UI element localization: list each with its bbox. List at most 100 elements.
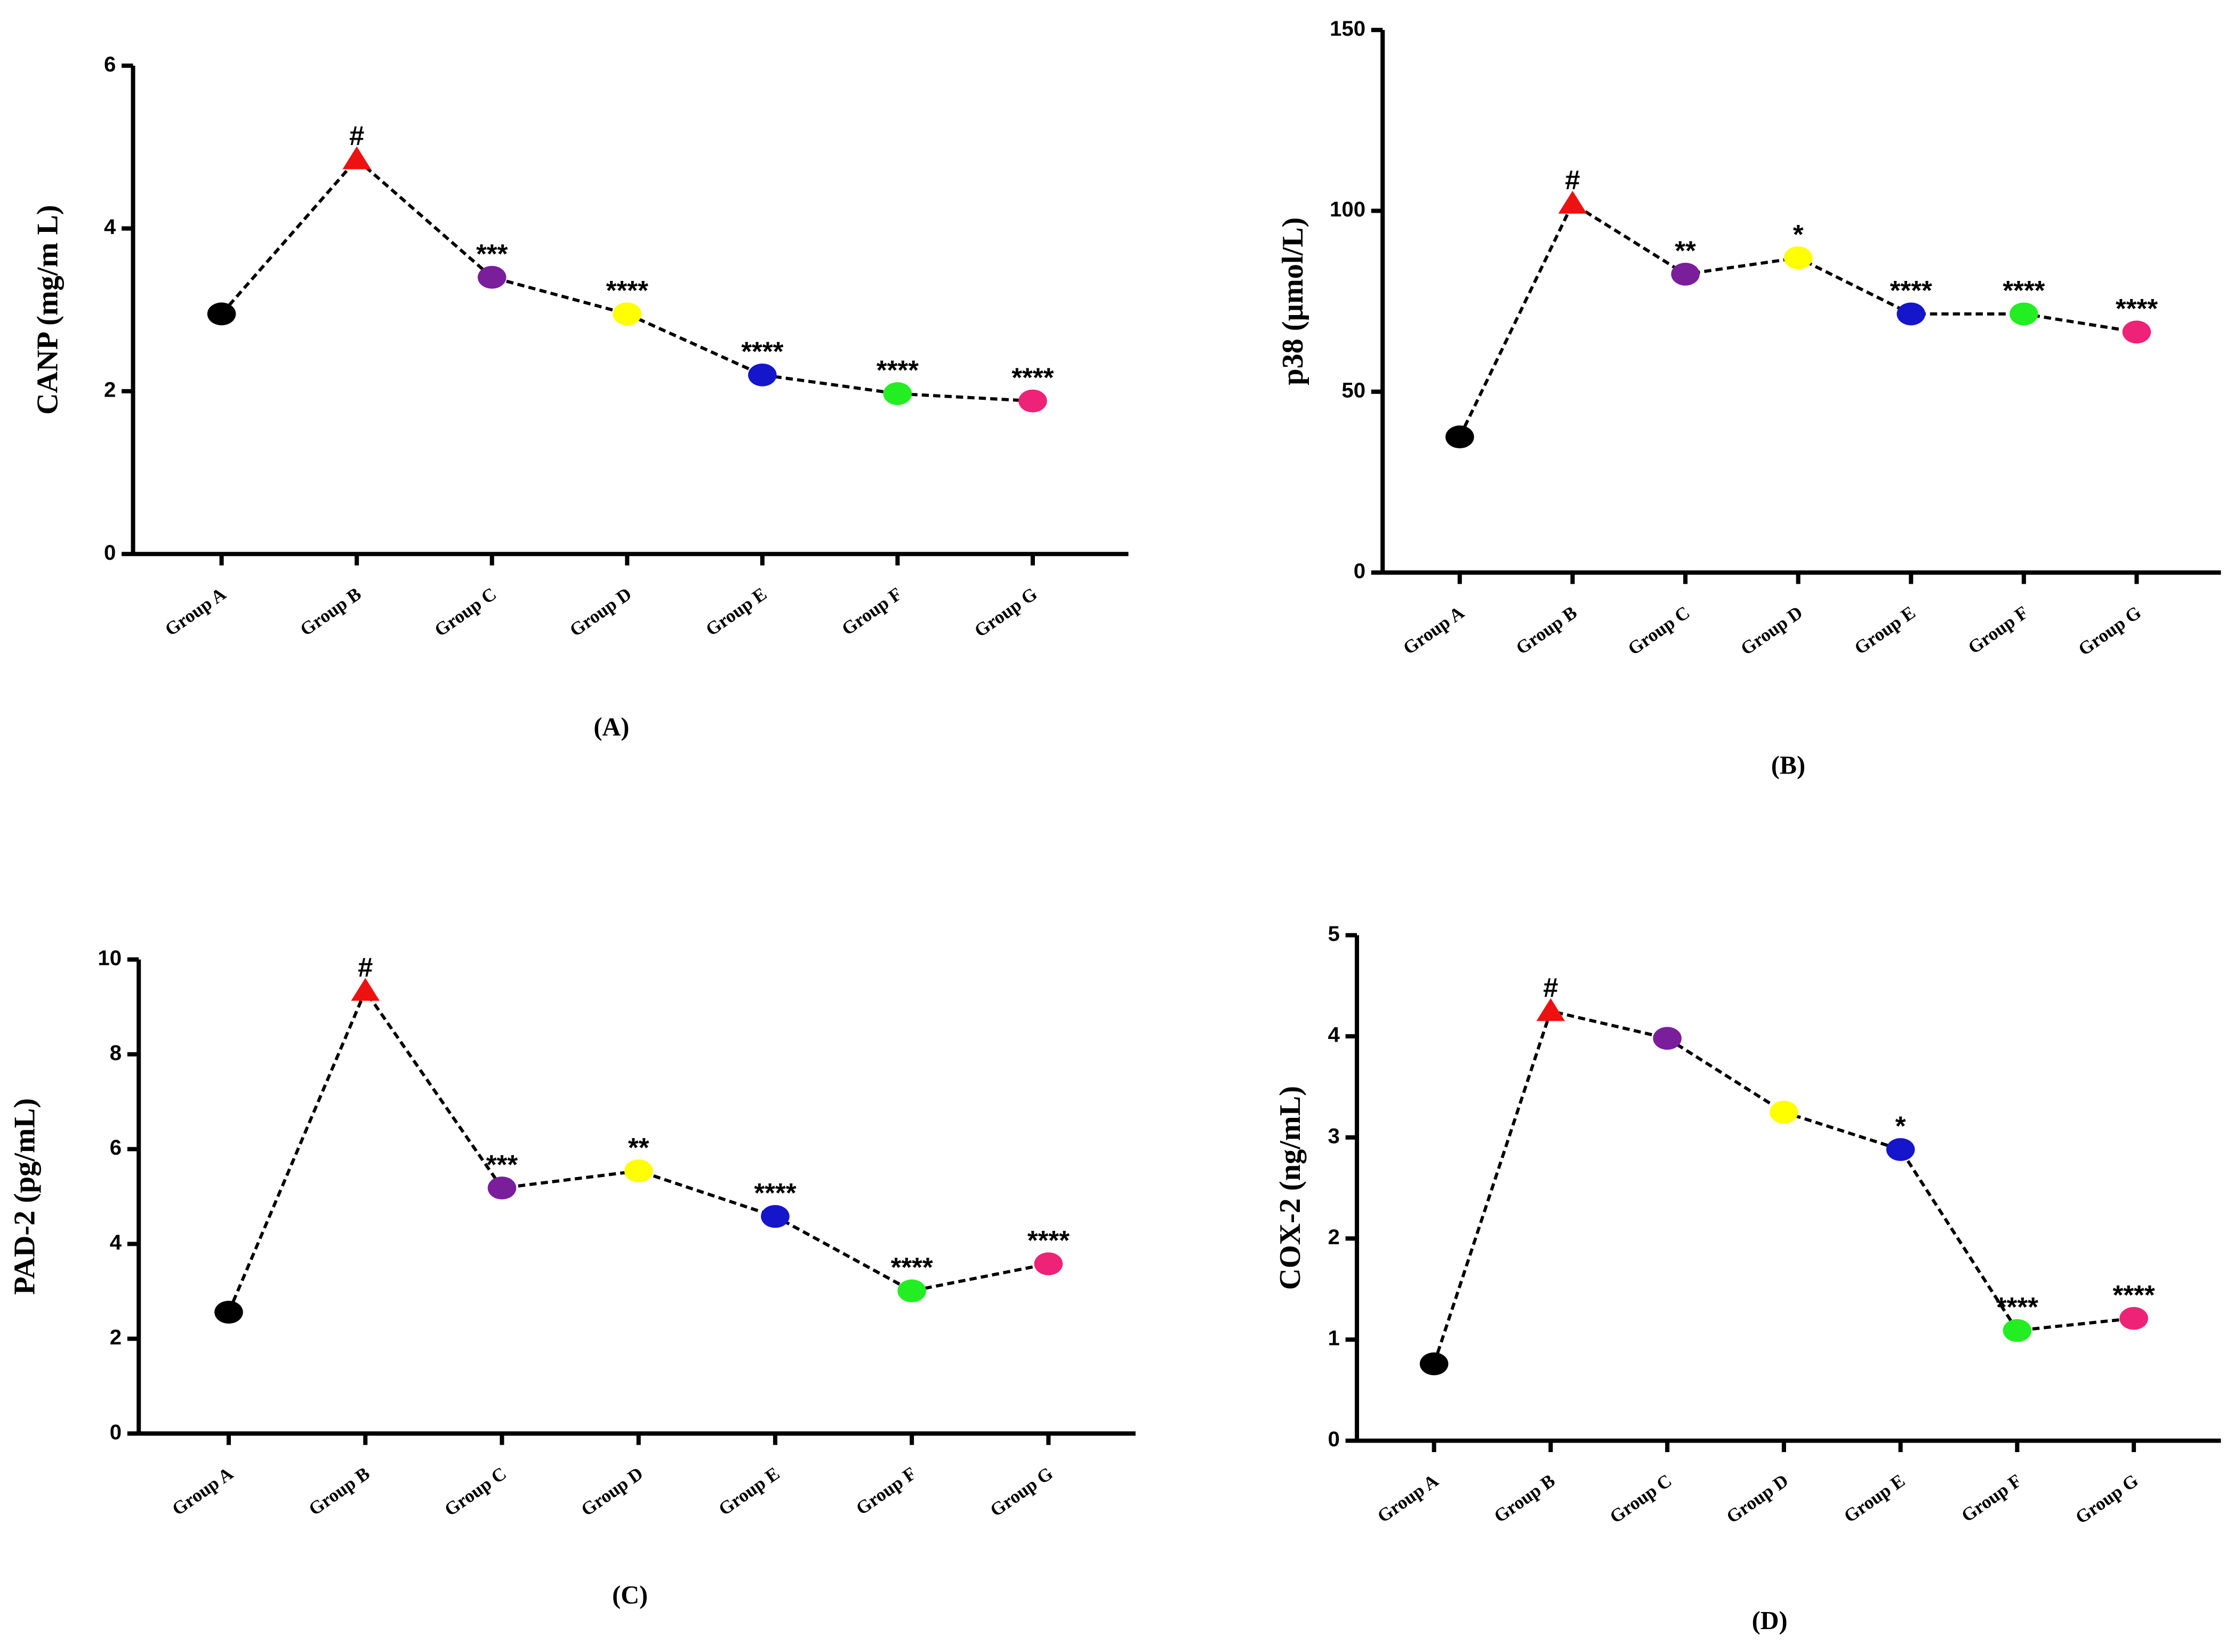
- x-tick-label: Group G: [986, 1463, 1057, 1521]
- significance-label: ****: [606, 275, 648, 305]
- significance-label: ***: [476, 238, 508, 269]
- data-point: [1536, 998, 1565, 1021]
- significance-label: #: [349, 120, 364, 151]
- x-tick-label: Group E: [702, 583, 770, 640]
- x-tick-label: Group G: [970, 583, 1041, 641]
- y-axis-label: PAD-2 (pg/mL): [9, 1098, 42, 1295]
- significance-label: ****: [1011, 362, 1054, 392]
- x-tick-label: Group B: [1490, 1470, 1559, 1527]
- significance-label: *: [1895, 1111, 1906, 1141]
- y-tick-label: 0: [110, 1420, 122, 1444]
- data-point: [1783, 246, 1813, 270]
- data-point: [1018, 389, 1047, 413]
- data-point: [897, 1279, 926, 1302]
- y-tick-label: 4: [110, 1230, 122, 1254]
- x-tick-label: Group B: [1512, 602, 1581, 658]
- y-tick-label: 0: [1328, 1427, 1339, 1451]
- significance-label: #: [358, 952, 373, 982]
- x-tick-label: Group F: [838, 583, 905, 639]
- data-point: [2003, 1319, 2032, 1342]
- data-point: [1770, 1100, 1798, 1124]
- x-tick-label: Group F: [1957, 1470, 2025, 1526]
- significance-label: #: [1565, 165, 1580, 195]
- x-tick-label: Group G: [2075, 602, 2145, 660]
- significance-label: ****: [754, 1178, 796, 1208]
- x-tick-label: Group D: [566, 583, 635, 641]
- x-tick-label: Group A: [1399, 602, 1468, 658]
- significance-label: ****: [891, 1252, 933, 1283]
- data-point: [342, 146, 371, 170]
- significance-label: ****: [1027, 1225, 1070, 1255]
- significance-label: ****: [2003, 275, 2045, 305]
- y-tick-label: 2: [1328, 1225, 1339, 1249]
- data-point: [2122, 320, 2151, 344]
- y-tick-label: 4: [1328, 1023, 1340, 1047]
- x-tick-label: Group F: [852, 1463, 920, 1519]
- data-point: [1558, 190, 1587, 214]
- significance-label: ****: [2116, 293, 2158, 324]
- significance-label: ****: [1890, 275, 1932, 305]
- data-point: [2119, 1307, 2148, 1330]
- x-tick-label: Group C: [1624, 602, 1693, 659]
- y-axis-label: p38 (µmol/L): [1276, 217, 1309, 385]
- y-tick-label: 0: [1354, 559, 1365, 583]
- x-tick-label: Group D: [1737, 602, 1806, 659]
- data-point: [624, 1159, 653, 1182]
- x-tick-label: Group D: [577, 1463, 647, 1520]
- data-point: [883, 382, 912, 405]
- data-point: [1671, 262, 1700, 286]
- y-tick-label: 150: [1330, 17, 1365, 41]
- data-point: [613, 302, 642, 326]
- data-point: [2010, 302, 2038, 326]
- data-point: [351, 978, 380, 1001]
- significance-label: *: [1793, 219, 1804, 249]
- data-point: [1886, 1138, 1915, 1161]
- data-point: [1034, 1252, 1063, 1276]
- x-tick-label: Group D: [1723, 1470, 1792, 1528]
- significance-label: ****: [741, 336, 783, 367]
- x-tick-label: Group B: [296, 583, 365, 640]
- x-tick-label: Group C: [431, 583, 500, 641]
- data-point: [1897, 302, 1926, 326]
- x-tick-label: Group A: [168, 1463, 237, 1519]
- y-tick-label: 50: [1341, 378, 1365, 402]
- y-axis-label: CANP (mg/m L): [31, 205, 65, 415]
- x-tick-label: Group A: [161, 583, 230, 640]
- data-point: [748, 363, 777, 386]
- y-tick-label: 5: [1328, 922, 1339, 946]
- panel-label: (C): [612, 1581, 648, 1609]
- data-point: [761, 1205, 790, 1228]
- x-tick-label: Group A: [1373, 1470, 1442, 1527]
- y-tick-label: 100: [1330, 197, 1365, 221]
- y-tick-label: 6: [110, 1135, 122, 1159]
- y-tick-label: 2: [110, 1325, 122, 1349]
- y-tick-label: 2: [104, 378, 116, 402]
- panel-label: (D): [1752, 1607, 1788, 1635]
- y-axis-label: COX-2 (ng/mL): [1274, 1086, 1307, 1290]
- y-tick-label: 6: [104, 52, 116, 76]
- y-tick-label: 0: [104, 541, 116, 565]
- significance-label: ****: [1996, 1292, 2038, 1322]
- y-tick-label: 1: [1328, 1326, 1339, 1350]
- y-tick-label: 4: [104, 215, 116, 239]
- data-point: [487, 1176, 517, 1199]
- data-point: [1653, 1027, 1682, 1050]
- panel-label: (A): [593, 713, 629, 741]
- panel-label: (B): [1771, 752, 1805, 780]
- significance-label: **: [628, 1132, 649, 1163]
- x-tick-label: Group F: [1964, 602, 2032, 658]
- x-tick-label: Group E: [714, 1463, 783, 1519]
- data-point: [477, 265, 507, 289]
- data-point: [1445, 425, 1474, 449]
- y-tick-label: 8: [110, 1041, 122, 1065]
- significance-label: #: [1543, 972, 1558, 1003]
- data-point: [214, 1301, 243, 1324]
- data-point: [1419, 1352, 1449, 1375]
- significance-label: ***: [486, 1149, 518, 1180]
- significance-label: **: [1675, 235, 1696, 265]
- x-tick-label: Group G: [2071, 1470, 2142, 1528]
- y-tick-label: 10: [98, 946, 122, 970]
- data-point: [207, 302, 236, 326]
